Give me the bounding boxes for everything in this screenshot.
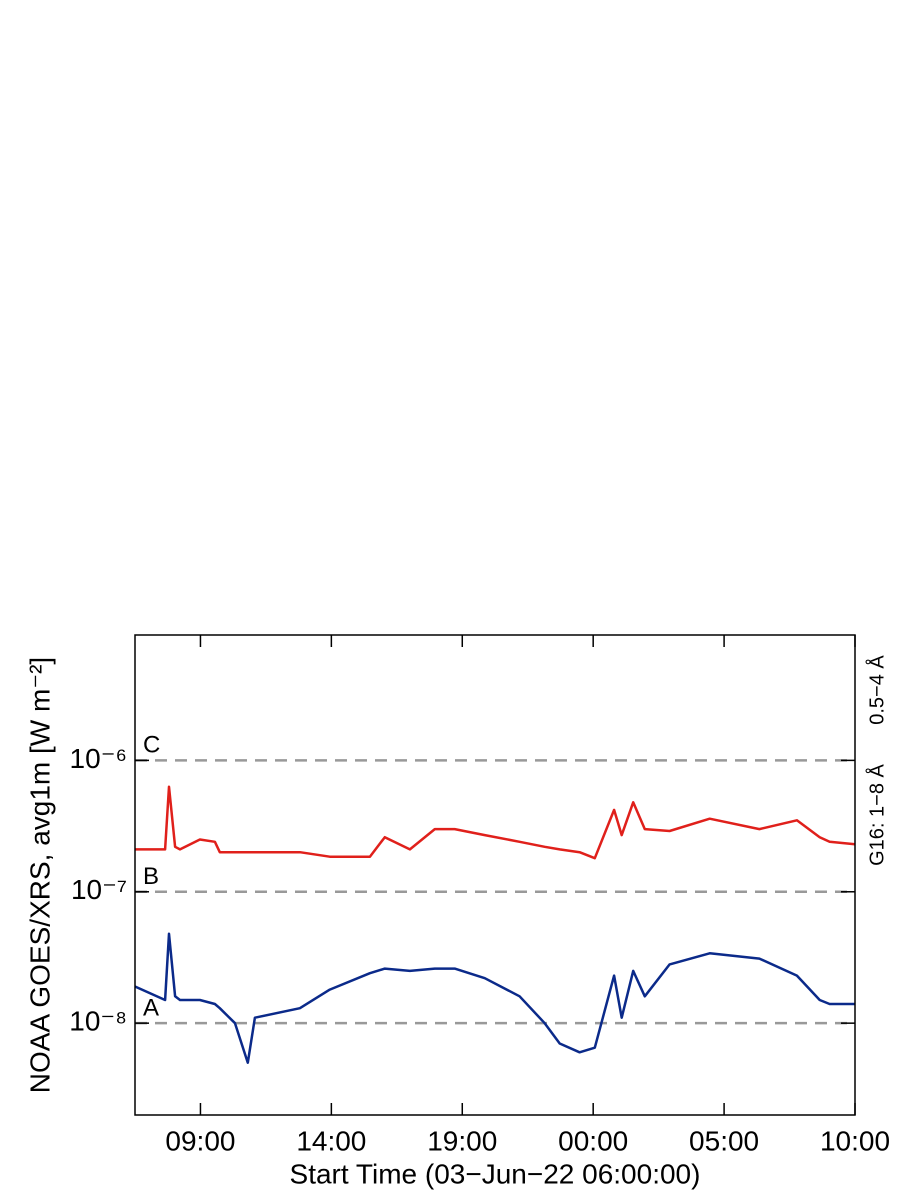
y-tick-label: 10⁻⁸ bbox=[69, 1006, 127, 1037]
x-tick-label: 00:00 bbox=[558, 1125, 628, 1156]
x-axis-label: Start Time (03−Jun−22 06:00:00) bbox=[290, 1158, 701, 1189]
series-line bbox=[135, 785, 856, 860]
legend-label: G16: 1−8 Å bbox=[865, 763, 888, 865]
x-tick-label: 09:00 bbox=[165, 1125, 235, 1156]
x-tick-label: 10:00 bbox=[820, 1125, 890, 1156]
x-tick-label: 19:00 bbox=[427, 1125, 497, 1156]
y-tick-label: 10⁻⁷ bbox=[71, 874, 127, 905]
y-tick-label: 10⁻⁶ bbox=[70, 743, 127, 774]
class-label: C bbox=[143, 732, 160, 759]
legend-label: 0.5−4 Å bbox=[865, 655, 888, 725]
x-tick-label: 14:00 bbox=[296, 1125, 366, 1156]
class-label: B bbox=[143, 863, 159, 890]
x-tick-label: 05:00 bbox=[689, 1125, 759, 1156]
class-label: A bbox=[143, 995, 159, 1022]
y-axis-label: NOAA GOES/XRS, avg1m [W m⁻²] bbox=[24, 657, 55, 1093]
plot-frame bbox=[134, 634, 856, 1116]
series-line bbox=[134, 932, 855, 1064]
